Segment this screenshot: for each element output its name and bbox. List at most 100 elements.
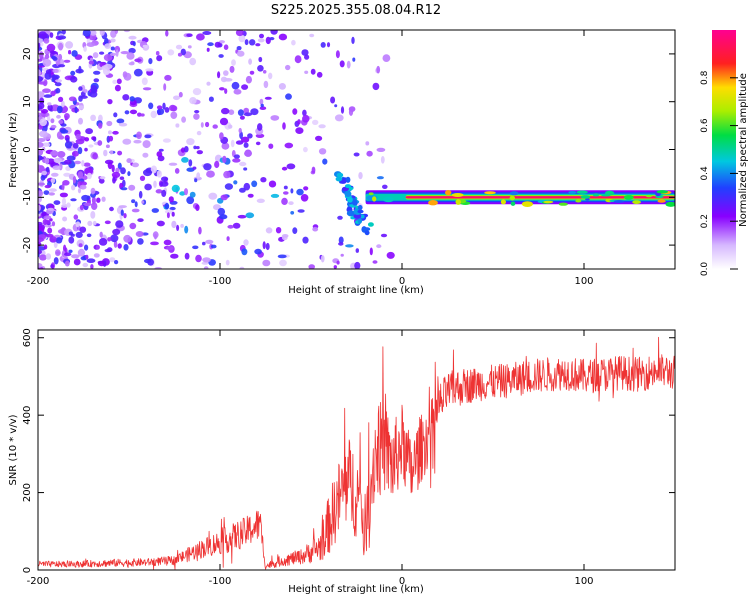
noise-blob [40,174,46,181]
noise-blob [243,239,249,246]
noise-blob [53,157,63,164]
noise-blob [239,115,245,120]
noise-blob [278,83,286,90]
noise-blob [205,121,210,128]
noise-blob [330,96,336,104]
noise-blob [131,162,139,168]
noise-blob [269,37,275,41]
noise-blob [334,114,344,122]
noise-blob [208,192,218,200]
noise-blob [192,88,202,96]
noise-blob [49,236,57,243]
noise-blob [219,132,224,140]
noise-blob [107,99,113,105]
noise-blob [70,198,77,202]
noise-blob [62,180,70,186]
noise-blob [43,38,50,44]
noise-blob [79,204,84,211]
noise-blob [83,162,91,167]
noise-blob [114,30,119,34]
noise-blob [268,180,277,188]
noise-blob [113,112,118,118]
tone-blob [345,176,351,183]
tone-blob [335,176,343,182]
noise-blob [240,136,250,143]
noise-blob [43,215,52,220]
spec-ytick-label: 10 [22,95,33,108]
noise-blob [339,60,345,68]
carrier-bump [428,200,438,206]
noise-blob [351,36,355,45]
tone-blob [360,214,365,219]
noise-blob [243,142,249,148]
noise-blob [282,122,286,130]
noise-blob [161,176,169,182]
noise-blob [90,114,96,122]
noise-blob [208,96,214,102]
noise-blob [312,226,319,232]
noise-blob [205,239,214,244]
noise-blob [228,109,235,115]
noise-blob [78,243,83,248]
noise-blob [71,50,78,57]
noise-blob [53,240,58,249]
tone-blob [357,204,363,211]
noise-blob [247,133,253,139]
spec-ytick-label: -20 [22,237,33,253]
noise-blob [218,54,224,58]
noise-blob [155,189,163,194]
noise-blob [354,261,361,269]
colorbar-gradient [712,30,736,269]
noise-blob [151,208,159,213]
noise-blob [295,127,304,134]
carrier-bump [575,199,582,203]
noise-blob [102,67,111,76]
noise-blob [336,260,340,265]
noise-blob [285,93,292,100]
noise-blob [133,139,142,144]
noise-blob [206,47,210,52]
noise-blob [108,130,112,135]
noise-blob [39,118,47,127]
noise-blob [144,134,152,139]
noise-blob [162,102,166,110]
noise-blob [326,42,331,48]
noise-blob [192,245,199,250]
noise-blob [45,69,52,75]
noise-blob [137,218,144,223]
noise-blob [86,172,92,180]
noise-blob [241,248,248,256]
noise-blob [79,181,88,186]
colorbar-tick-label: 0.0 [700,262,710,277]
noise-blob [68,236,75,244]
noise-blob [64,141,73,149]
noise-blob [150,241,159,246]
noise-blob [47,227,53,234]
noise-blob [54,82,62,87]
noise-blob [338,242,344,246]
noise-blob [225,259,230,266]
noise-blob [243,107,250,114]
carrier-bump [585,198,590,201]
noise-blob [103,149,108,157]
noise-blob [284,142,294,149]
noise-blob [52,165,61,170]
noise-blob [318,124,326,129]
noise-blob [231,81,240,90]
noise-blob [156,108,165,115]
noise-blob [66,202,71,208]
snr-xtick-label: -200 [27,576,50,587]
noise-blob [104,220,111,225]
noise-blob [55,237,63,244]
noise-blob [259,98,264,105]
noise-blob [63,59,71,63]
noise-blob [57,35,67,40]
noise-blob [232,222,241,229]
carrier-bump [665,201,675,207]
noise-blob [97,140,103,146]
noise-blob [38,210,41,214]
noise-blob [288,201,294,206]
noise-blob [170,111,178,120]
noise-blob [264,96,272,100]
noise-blob [233,180,238,185]
